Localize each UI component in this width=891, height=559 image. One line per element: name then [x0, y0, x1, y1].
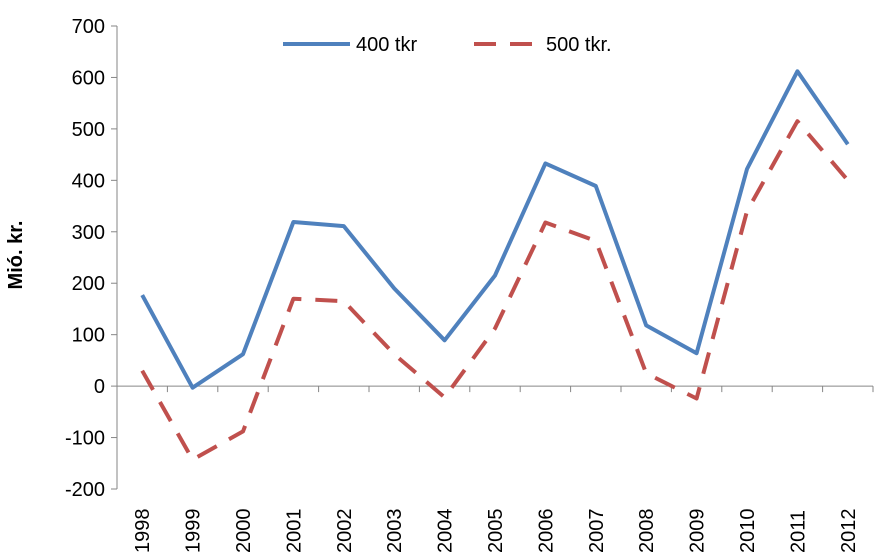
y-tick-label: 400 [72, 170, 105, 192]
x-tick-label: 2007 [586, 509, 608, 554]
x-tick-label: 2002 [334, 509, 356, 554]
y-axis-title: Mió. kr. [5, 221, 27, 290]
x-tick-label: 2005 [485, 509, 507, 554]
y-tick-label: -100 [65, 428, 105, 450]
legend-label: 500 tkr. [546, 34, 612, 56]
x-tick-label: 2006 [535, 509, 557, 554]
y-tick-label: -200 [65, 479, 105, 501]
x-tick-label: 2012 [838, 509, 860, 554]
axes: -200 -100 0 100 200 300 400 500 600 700 1998 1999 20… [65, 16, 874, 554]
legend-label: 400 tkr [356, 34, 417, 56]
x-tick-label: 2003 [384, 509, 406, 554]
y-tick-label: 500 [72, 119, 105, 141]
x-tick-label: 2001 [283, 509, 305, 554]
x-tick-label: 2009 [687, 509, 709, 554]
y-tick-label: 600 [72, 67, 105, 89]
x-tick-label: 2011 [787, 510, 809, 553]
x-tick-label: 2004 [435, 509, 457, 554]
x-tick-label: 2008 [636, 509, 658, 554]
x-tick-label: 2000 [233, 509, 255, 554]
series-line-1 [140, 119, 850, 462]
x-tick-label: 1999 [183, 509, 205, 554]
x-tick-label: 1998 [132, 509, 154, 554]
y-tick-label: 700 [72, 16, 105, 38]
y-tick-label: 300 [72, 222, 105, 244]
y-tick-label: 100 [72, 325, 105, 347]
legend: 400 tkr 500 tkr. [283, 34, 612, 56]
y-tick-label: 0 [94, 376, 105, 398]
series-lines [140, 69, 850, 462]
x-tick-label: 2010 [737, 509, 759, 554]
y-tick-label: 200 [72, 273, 105, 295]
